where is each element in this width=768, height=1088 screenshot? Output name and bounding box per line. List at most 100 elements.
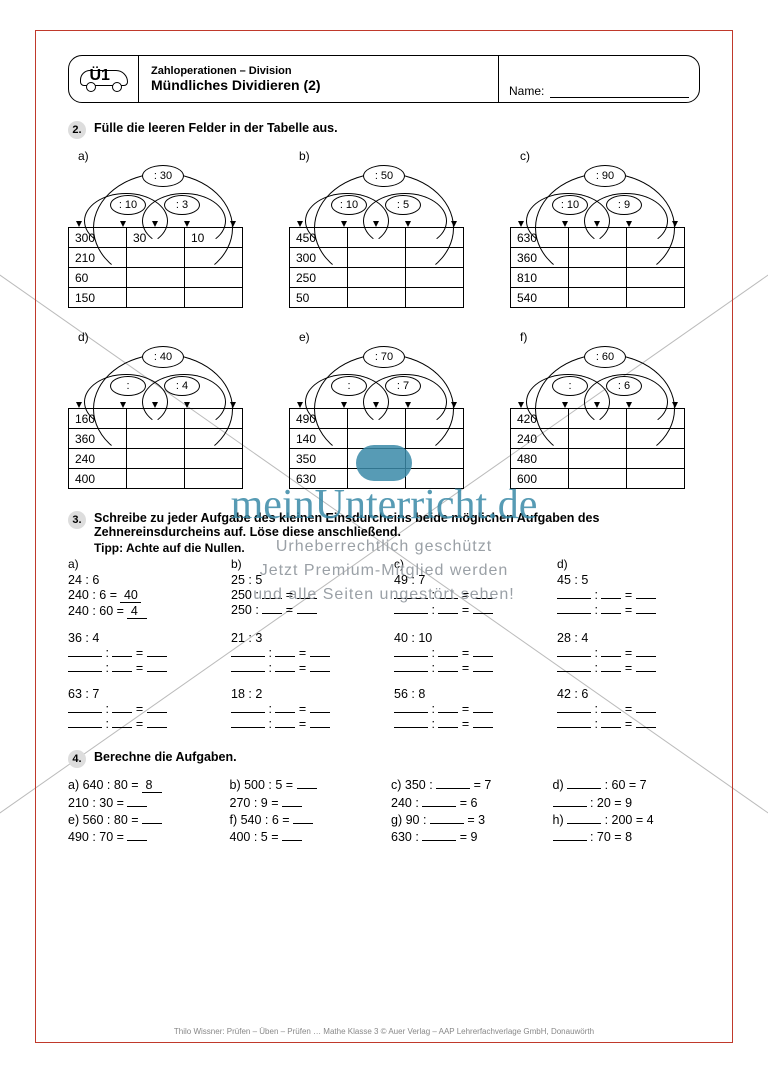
- eq-line[interactable]: : =: [557, 646, 700, 660]
- eq-line[interactable]: : =: [68, 646, 211, 660]
- ex4-problem[interactable]: 630 : = 9: [391, 830, 539, 844]
- eq-line[interactable]: : =: [394, 702, 537, 716]
- divisor-oval: : 6: [606, 376, 642, 396]
- ex4-problem[interactable]: h) : 200 = 4: [553, 813, 701, 827]
- eq-line[interactable]: : =: [394, 588, 537, 602]
- task-instruction: Berechne die Aufgaben.: [94, 750, 237, 768]
- eq-line[interactable]: : =: [394, 661, 537, 675]
- ex4-problem[interactable]: 270 : 9 =: [230, 796, 378, 810]
- table-cell[interactable]: [627, 469, 685, 489]
- eq-line[interactable]: : =: [557, 702, 700, 716]
- base-problem: 56 : 8: [394, 687, 537, 701]
- ex4-problem[interactable]: d) : 60 = 7: [553, 778, 701, 793]
- ex4-problem[interactable]: c) 350 : = 7: [391, 778, 539, 793]
- block-label: d): [78, 330, 258, 344]
- divisor-oval: :: [331, 376, 367, 396]
- ex3-column: d)45 : 5 : = : =: [557, 557, 700, 620]
- task-instruction: Schreibe zu jeder Aufgabe des kleinen Ei…: [94, 511, 700, 539]
- eq-line[interactable]: : =: [231, 717, 374, 731]
- divisor-oval: : 50: [363, 165, 405, 187]
- block-label: a): [78, 149, 258, 163]
- table-cell[interactable]: [127, 469, 185, 489]
- eq-line[interactable]: : =: [557, 717, 700, 731]
- eq-line[interactable]: : =: [394, 717, 537, 731]
- divisor-oval: : 9: [606, 195, 642, 215]
- task-2: 2. Fülle die leeren Felder in der Tabell…: [68, 121, 700, 489]
- header-title: Mündliches Dividieren (2): [151, 77, 486, 93]
- eq-line[interactable]: : =: [557, 588, 700, 602]
- division-diagram: : 70:: 7: [289, 346, 479, 408]
- table-cell[interactable]: [406, 469, 464, 489]
- worksheet-header: Ü1 Zahloperationen – Division Mündliches…: [68, 55, 700, 103]
- ex4-problem[interactable]: : 70 = 8: [553, 830, 701, 844]
- block-label: b): [299, 149, 479, 163]
- eq-line[interactable]: : =: [394, 646, 537, 660]
- eq-line[interactable]: : =: [68, 661, 211, 675]
- table-cell[interactable]: [627, 288, 685, 308]
- ex3-column: b)25 : 5250 : = 250 : =: [231, 557, 374, 620]
- divisor-oval: :: [552, 376, 588, 396]
- name-field: Name:: [499, 56, 699, 102]
- table-cell[interactable]: [348, 469, 406, 489]
- table-cell[interactable]: [127, 288, 185, 308]
- divisor-oval: : 7: [385, 376, 421, 396]
- base-problem: 42 : 6: [557, 687, 700, 701]
- eq-line[interactable]: : =: [231, 646, 374, 660]
- table-cell[interactable]: [348, 288, 406, 308]
- table-cell[interactable]: [406, 288, 464, 308]
- ex4-problem[interactable]: e) 560 : 80 =: [68, 813, 216, 827]
- base-problem: 36 : 4: [68, 631, 211, 645]
- division-diagram: : 60:: 6: [510, 346, 700, 408]
- eq-line[interactable]: : =: [231, 702, 374, 716]
- divisor-oval: : 3: [164, 195, 200, 215]
- division-diagram: : 50 : 10 : 5: [289, 165, 479, 227]
- ex3-column: c)49 : 7 : = : =: [394, 557, 537, 620]
- eq-line[interactable]: 250 : =: [231, 603, 374, 617]
- name-line[interactable]: [550, 82, 689, 98]
- table-cell: 540: [511, 288, 569, 308]
- divisor-oval: : 90: [584, 165, 626, 187]
- ex3-column: 36 : 4 : = : =: [68, 630, 211, 676]
- eq-line[interactable]: : =: [557, 603, 700, 617]
- page-footer: Thilo Wissner: Prüfen – Üben – Prüfen … …: [0, 1027, 768, 1036]
- sub-label: b): [231, 557, 374, 571]
- ex4-problem[interactable]: 210 : 30 =: [68, 796, 216, 810]
- ex4-problem[interactable]: b) 500 : 5 =: [230, 778, 378, 793]
- divisor-oval: : 30: [142, 165, 184, 187]
- ex4-problem[interactable]: : 20 = 9: [553, 796, 701, 810]
- ex4-problem: a) 640 : 80 = 8: [68, 778, 216, 793]
- ex4-problem[interactable]: 400 : 5 =: [230, 830, 378, 844]
- eq-line[interactable]: : =: [231, 661, 374, 675]
- divisor-oval: : 4: [164, 376, 200, 396]
- table-cell: 630: [290, 469, 348, 489]
- ex4-problem[interactable]: 490 : 70 =: [68, 830, 216, 844]
- ex3-column: 40 : 10 : = : =: [394, 630, 537, 676]
- ex4-problem[interactable]: g) 90 : = 3: [391, 813, 539, 827]
- division-block: b): 50: 10: 545030025050: [289, 149, 479, 308]
- table-cell[interactable]: [185, 469, 243, 489]
- eq-line[interactable]: : =: [557, 661, 700, 675]
- eq-line[interactable]: : =: [68, 717, 211, 731]
- block-label: c): [520, 149, 700, 163]
- base-problem: 49 : 7: [394, 573, 537, 587]
- task-tip: Tipp: Achte auf die Nullen.: [94, 541, 700, 555]
- eq-line[interactable]: : =: [394, 603, 537, 617]
- header-titles: Zahloperationen – Division Mündliches Di…: [139, 56, 499, 102]
- ex4-problem[interactable]: 240 : = 6: [391, 796, 539, 810]
- division-block: f): 60:: 6420240480600: [510, 330, 700, 489]
- divisor-oval: : 5: [385, 195, 421, 215]
- eq-line[interactable]: : =: [68, 702, 211, 716]
- ex4-problem[interactable]: f) 540 : 6 =: [230, 813, 378, 827]
- divisor-oval: : 10: [331, 195, 367, 215]
- division-diagram: : 40:: 4: [68, 346, 258, 408]
- table-cell: 600: [511, 469, 569, 489]
- table-cell[interactable]: [569, 469, 627, 489]
- task-3: 3. Schreibe zu jeder Aufgabe des kleinen…: [68, 511, 700, 732]
- block-label: e): [299, 330, 479, 344]
- division-diagram: : 30: 10: 3: [68, 165, 258, 227]
- table-cell[interactable]: [569, 288, 627, 308]
- base-problem: 21 : 3: [231, 631, 374, 645]
- table-cell[interactable]: [185, 288, 243, 308]
- eq-line[interactable]: 250 : =: [231, 588, 374, 602]
- worksheet-content: Ü1 Zahloperationen – Division Mündliches…: [68, 55, 700, 847]
